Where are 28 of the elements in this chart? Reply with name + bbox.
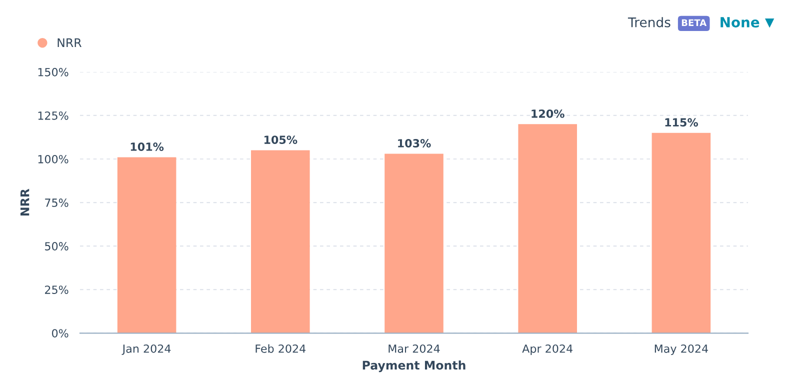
x-axis-title: Payment Month: [362, 360, 466, 372]
bar: [518, 124, 577, 334]
y-tick-label: 150%: [38, 68, 68, 76]
text: BETA: [682, 19, 707, 26]
data-label: 120%: [532, 109, 564, 118]
x-tick-label: Feb 2024: [256, 344, 306, 353]
text: Trends: [628, 17, 670, 28]
x-tick-label: Apr 2024: [522, 344, 572, 355]
data-label: 101%: [130, 142, 164, 151]
y-tick-label: 75%: [45, 198, 68, 207]
bar: [652, 132, 711, 334]
y-axis-title: NRR: [20, 188, 30, 216]
data-label: 103%: [398, 139, 431, 148]
x-tick-label: Jan 2024: [122, 344, 171, 355]
text: None: [720, 17, 760, 28]
y-tick-label: 125%: [38, 111, 68, 120]
x-tick-label: Mar 2024: [388, 344, 440, 353]
legend-label: NRR: [58, 38, 82, 47]
data-label: 105%: [264, 136, 298, 144]
data-label: 115%: [665, 118, 698, 127]
bar: [384, 154, 444, 334]
y-tick-label: 0%: [52, 329, 68, 338]
y-tick-label: 50%: [45, 242, 68, 250]
x-tick-label: May 2024: [654, 344, 708, 355]
y-tick-label: 25%: [45, 286, 68, 294]
y-tick-label: 100%: [38, 154, 68, 164]
bar: [117, 157, 176, 334]
bar: [251, 150, 310, 334]
